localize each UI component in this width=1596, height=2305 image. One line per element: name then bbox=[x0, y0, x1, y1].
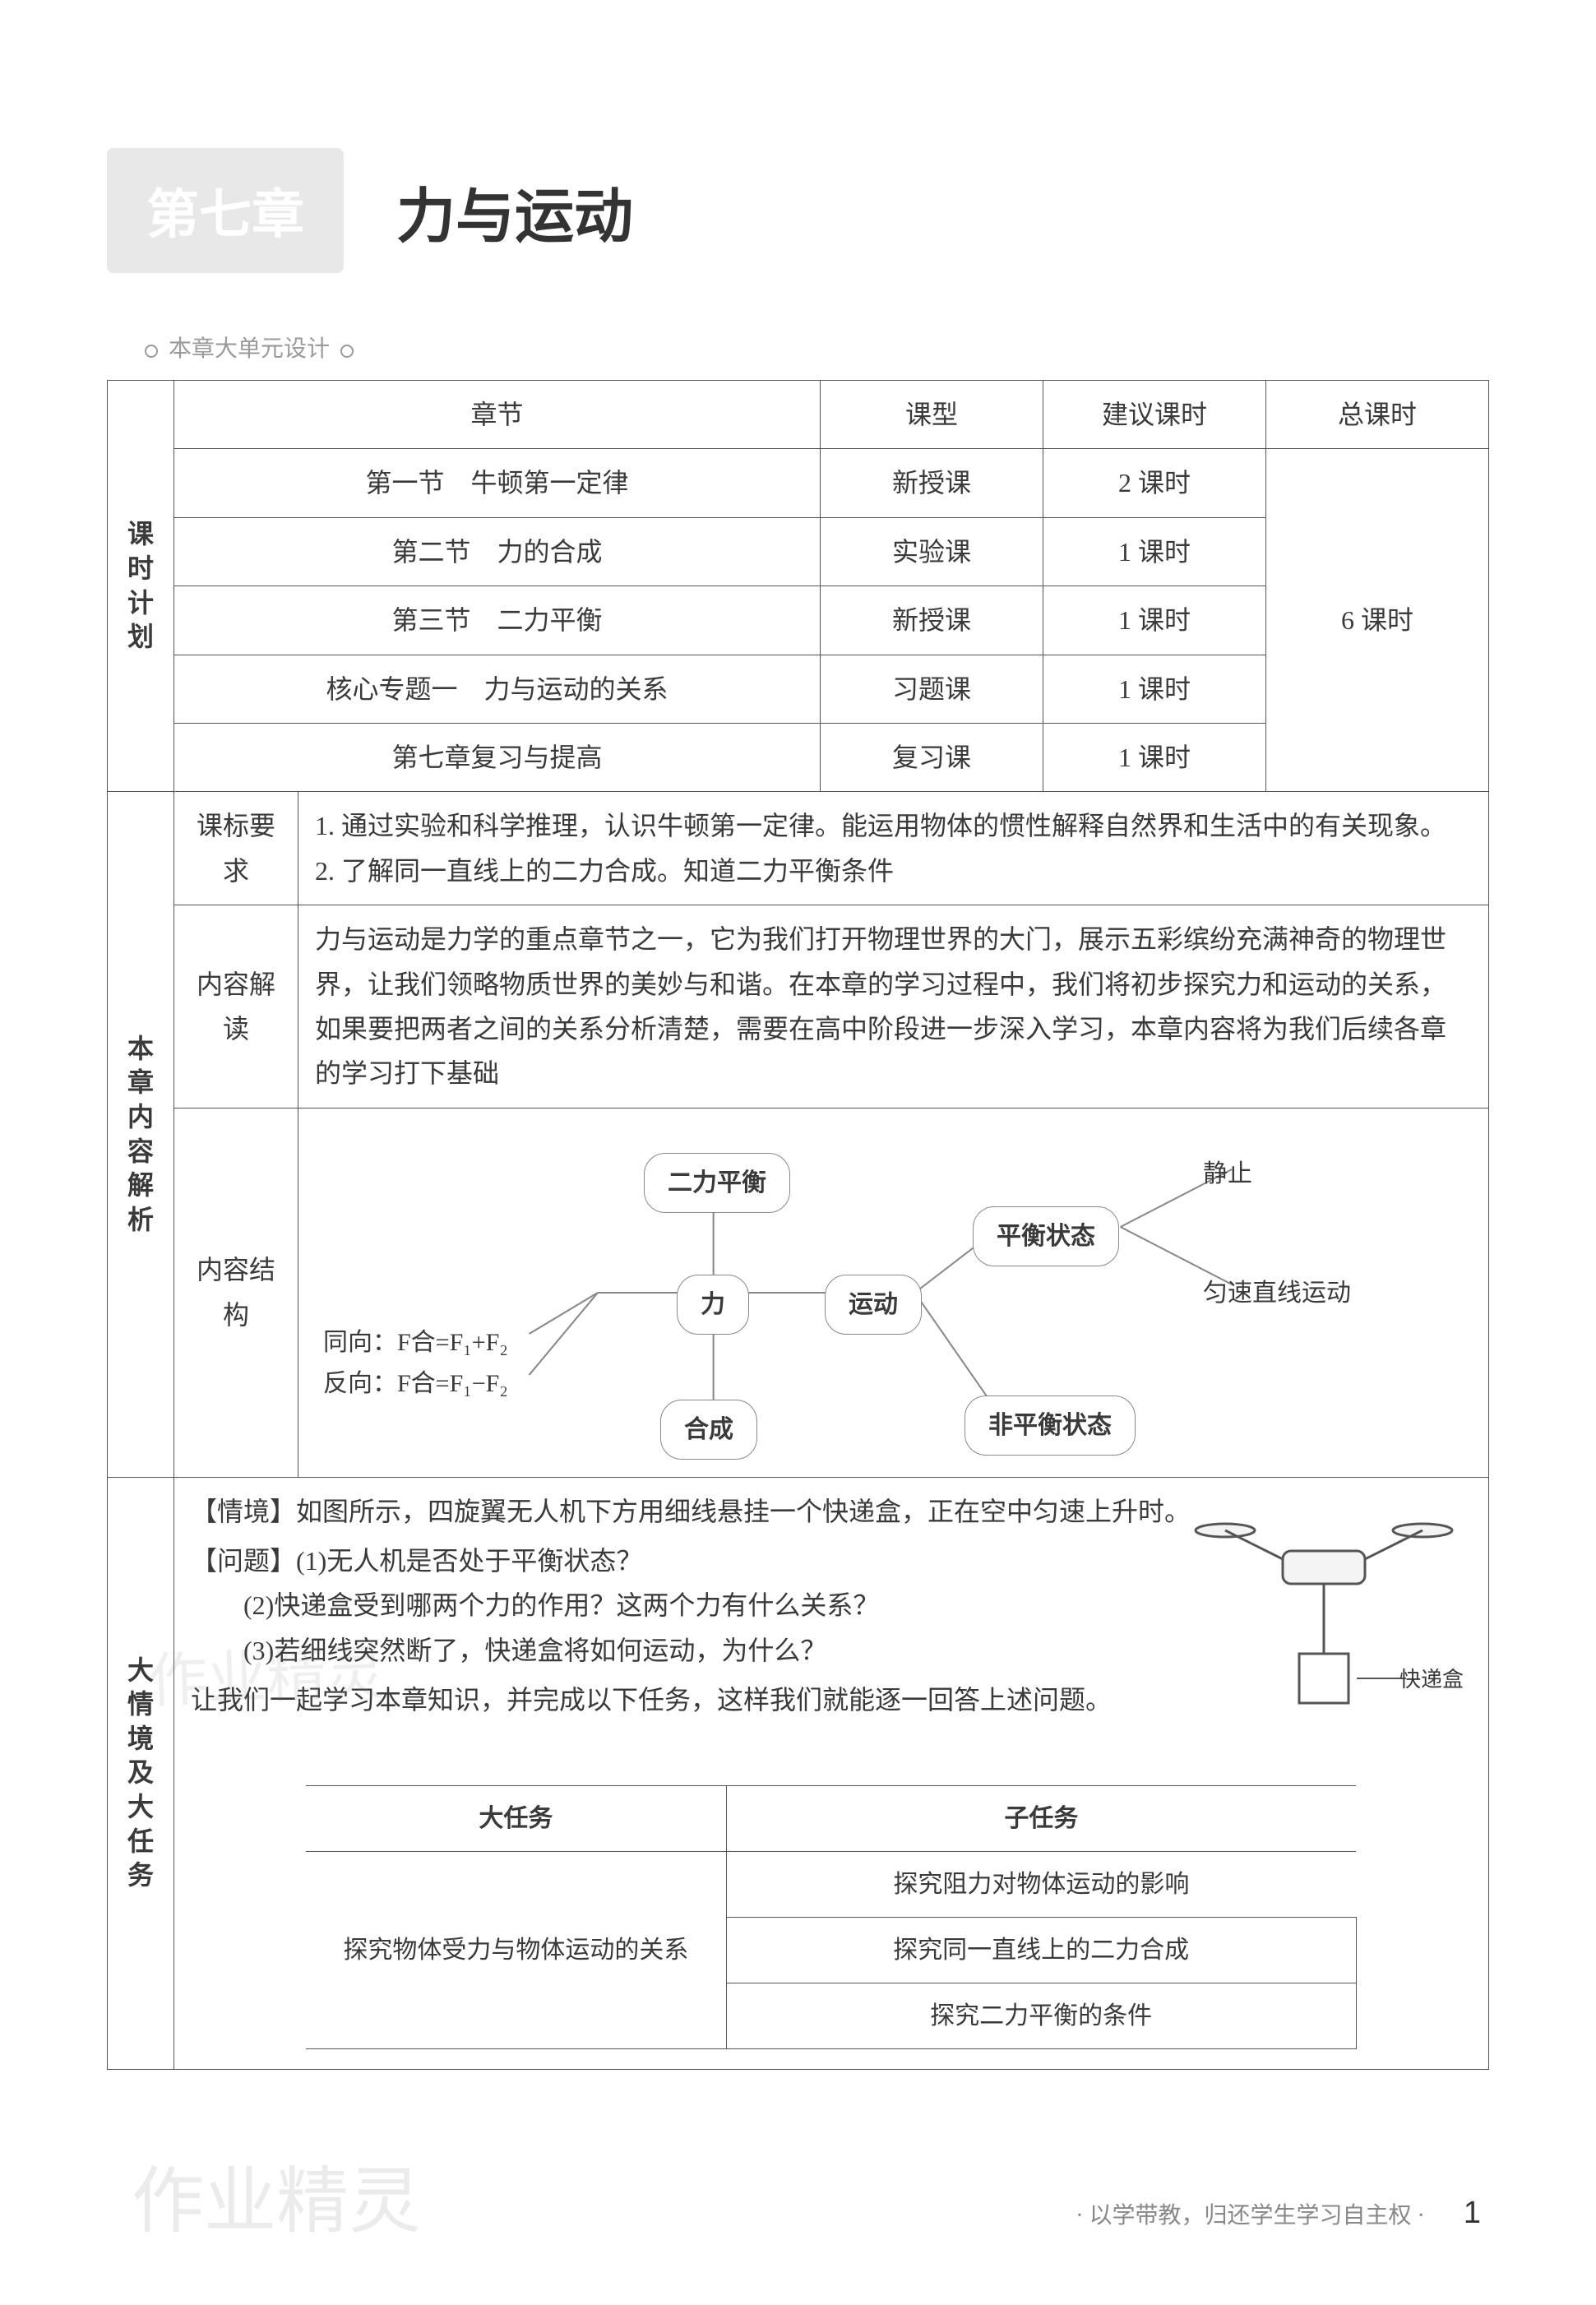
node-synth: 合成 bbox=[660, 1400, 757, 1460]
schedule-row-hours: 1 课时 bbox=[1043, 517, 1266, 586]
box-label: 快递盒 bbox=[1399, 1662, 1464, 1698]
subtask-sub: 探究阻力对物体运动的影响 bbox=[726, 1851, 1356, 1917]
schedule-head-section: 章节 bbox=[174, 381, 821, 449]
schedule-row-section: 核心专题一 力与运动的关系 bbox=[174, 655, 821, 723]
schedule-row-hours: 1 课时 bbox=[1043, 723, 1266, 791]
task-cell: 【情境】如图所示，四旋翼无人机下方用细线悬挂一个快递盒，正在空中匀速上升时。 【… bbox=[174, 1477, 1489, 2069]
schedule-row-hours: 1 课时 bbox=[1043, 655, 1266, 723]
node-motion: 运动 bbox=[825, 1275, 922, 1335]
label-uniform: 匀速直线运动 bbox=[1203, 1272, 1351, 1314]
drone-icon bbox=[1192, 1497, 1455, 1736]
schedule-row-section: 第七章复习与提高 bbox=[174, 723, 821, 791]
context-label: 【情境】 bbox=[191, 1497, 296, 1526]
subtask-head-sub: 子任务 bbox=[726, 1785, 1356, 1851]
chapter-header: 第七章 力与运动 bbox=[107, 148, 1489, 273]
main-table: 课时计划 章节 课型 建议课时 总课时 第一节 牛顿第一定律 新授课 2 课时 … bbox=[107, 380, 1489, 2070]
q1: (1)无人机是否处于平衡状态？ bbox=[296, 1546, 642, 1576]
label-still: 静止 bbox=[1203, 1153, 1252, 1195]
subtask-head-big: 大任务 bbox=[306, 1785, 726, 1851]
chapter-badge: 第七章 bbox=[107, 148, 344, 273]
label-formula-opp: 反向：F合=F₁−F₂ bbox=[323, 1363, 508, 1405]
schedule-row-type: 习题课 bbox=[821, 655, 1043, 723]
schedule-row-section: 第二节 力的合成 bbox=[174, 517, 821, 586]
interpretation-label: 内容解读 bbox=[174, 905, 298, 1109]
section-marker: 本章大单元设计 bbox=[140, 331, 1489, 363]
schedule-row-hours: 1 课时 bbox=[1043, 586, 1266, 655]
schedule-row-type: 新授课 bbox=[821, 449, 1043, 517]
node-balance2: 二力平衡 bbox=[644, 1153, 790, 1213]
structure-diagram: 力 二力平衡 合成 运动 平衡状态 非平衡状态 静止 匀速直线运动 同向：F合=… bbox=[315, 1120, 1472, 1465]
schedule-row-type: 复习课 bbox=[821, 723, 1043, 791]
q3: (3)若细线突然断了，快递盒将如何运动，为什么？ bbox=[243, 1636, 826, 1665]
q2: (2)快递盒受到哪两个力的作用？这两个力有什么关系？ bbox=[243, 1590, 879, 1620]
schedule-row-hours: 2 课时 bbox=[1043, 449, 1266, 517]
task-text-area: 【情境】如图所示，四旋翼无人机下方用细线悬挂一个快递盒，正在空中匀速上升时。 【… bbox=[191, 1489, 1472, 1769]
marker-dot-icon bbox=[145, 345, 158, 358]
subtask-big: 探究物体受力与物体运动的关系 bbox=[306, 1851, 726, 2048]
question-label: 【问题】 bbox=[191, 1546, 296, 1576]
analysis-side-label: 本章内容解析 bbox=[108, 792, 174, 1477]
schedule-row-type: 实验课 bbox=[821, 517, 1043, 586]
schedule-head-type: 课型 bbox=[821, 381, 1043, 449]
label-formula-same: 同向：F合=F₁+F₂ bbox=[323, 1321, 508, 1363]
node-force: 力 bbox=[677, 1275, 749, 1335]
schedule-row-section: 第一节 牛顿第一定律 bbox=[174, 449, 821, 517]
page: 第七章 力与运动 本章大单元设计 课时计划 章节 课型 建议课时 总课时 第一节… bbox=[0, 0, 1596, 2305]
standards-text: 1. 通过实验和科学推理，认识牛顿第一定律。能运用物体的惯性解释自然界和生活中的… bbox=[298, 792, 1489, 905]
page-number: 1 bbox=[1464, 2196, 1481, 2230]
schedule-side-label: 课时计划 bbox=[108, 381, 174, 792]
schedule-row-section: 第三节 二力平衡 bbox=[174, 586, 821, 655]
structure-label: 内容结构 bbox=[174, 1108, 298, 1477]
drone-illustration: 快递盒 bbox=[1192, 1497, 1455, 1736]
schedule-head-total: 总课时 bbox=[1266, 381, 1489, 449]
page-footer: · 以学带教，归还学生学习自主权 · 1 bbox=[1076, 2196, 1481, 2231]
standards-label: 课标要求 bbox=[174, 792, 298, 905]
interpretation-text: 力与运动是力学的重点章节之一，它为我们打开物理世界的大门，展示五彩缤纷充满神奇的… bbox=[298, 905, 1489, 1109]
section-marker-text: 本章大单元设计 bbox=[169, 336, 330, 362]
node-unbal-state: 非平衡状态 bbox=[965, 1395, 1136, 1456]
schedule-row-type: 新授课 bbox=[821, 586, 1043, 655]
marker-dot-icon bbox=[340, 345, 354, 358]
node-bal-state: 平衡状态 bbox=[973, 1206, 1119, 1266]
subtask-sub: 探究二力平衡的条件 bbox=[726, 1983, 1356, 2048]
task-side-label: 大情境及大任务 bbox=[108, 1477, 174, 2069]
structure-diagram-cell: 力 二力平衡 合成 运动 平衡状态 非平衡状态 静止 匀速直线运动 同向：F合=… bbox=[298, 1108, 1489, 1477]
schedule-total: 6 课时 bbox=[1266, 449, 1489, 792]
footer-slogan: · 以学带教，归还学生学习自主权 · bbox=[1076, 2203, 1425, 2229]
watermark: 作业精灵 bbox=[132, 2143, 421, 2247]
subtask-sub: 探究同一直线上的二力合成 bbox=[726, 1917, 1356, 1983]
subtask-table: 大任务 子任务 探究物体受力与物体运动的关系 探究阻力对物体运动的影响 探究同一… bbox=[306, 1785, 1357, 2049]
context-text: 如图所示，四旋翼无人机下方用细线悬挂一个快递盒，正在空中匀速上升时。 bbox=[296, 1497, 1191, 1526]
schedule-head-hours: 建议课时 bbox=[1043, 381, 1266, 449]
chapter-title: 力与运动 bbox=[396, 168, 633, 254]
